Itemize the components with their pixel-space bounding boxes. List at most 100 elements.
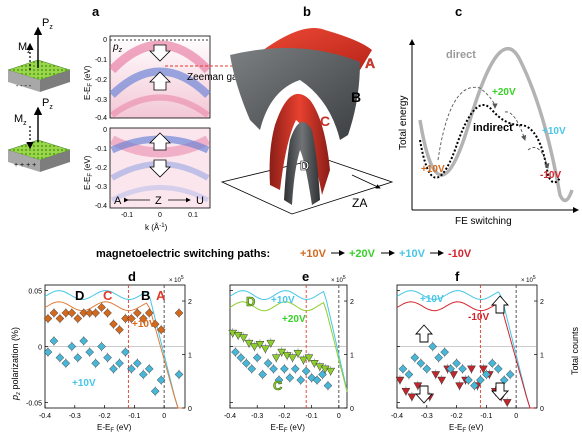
d-label-B: B [141,288,150,303]
x-axis-label: E-EF (eV) [271,423,306,434]
data-point [395,376,405,385]
panel-letter-a: a [92,4,100,19]
data-point [250,343,259,352]
r-tick-label: 2 [188,299,192,306]
data-point [73,314,83,323]
data-point [301,366,311,376]
data-point [247,364,257,374]
data-point [97,303,106,312]
data-point [304,354,314,363]
svg-text:-0.1: -0.1 [95,146,107,153]
count-curve [396,301,537,409]
data-point [174,308,184,318]
data-point [150,319,160,329]
data-point [236,353,246,363]
exponent-label: × 105 [521,275,536,284]
data-point [404,370,414,379]
svg-text:-0.2: -0.2 [95,77,107,84]
data-point [91,358,100,368]
za-axis-label: ZA [352,196,367,210]
data-point [109,364,118,374]
x-tick-label: -0.4 [224,413,236,420]
fe-switching-label: FE switching [455,216,512,227]
data-point [67,308,77,318]
count-curve [396,290,537,409]
data-point [296,375,306,385]
data-point [174,370,184,379]
d-label-A: A [156,288,166,303]
data-point [502,399,512,407]
data-point [505,370,515,379]
data-point [79,308,89,318]
data-point [437,376,447,385]
data-point [416,358,426,368]
pz-label: P [42,17,49,29]
data-point [260,345,270,354]
r-tick-label: 2 [350,299,354,306]
data-point [266,339,276,348]
svg-text:- - - -: - - - - [16,83,32,90]
x-tick-label: 0 [337,413,341,420]
svg-text:-0.1: -0.1 [95,57,107,64]
step-2: +20V [349,248,376,260]
f-spin-arrows [414,295,510,404]
r-tick-label: 1 [540,353,544,360]
indirect-label: indirect [473,122,513,134]
step-3: +10V [399,248,426,260]
data-point [55,314,65,323]
d-label-p10: +10V [132,319,156,330]
direct-label: direct [446,49,476,61]
data-point [440,347,450,357]
c-label-p20: +20V [492,87,516,98]
data-point [274,375,284,385]
data-point [127,314,136,323]
svg-text:Pz: Pz [42,97,53,111]
data-point [91,308,100,318]
svg-text:-0.2: -0.2 [95,165,107,172]
pz-polarization-label: pz polarization (%) [10,327,22,401]
data-point [121,347,130,357]
svg-text:0.1: 0.1 [188,212,198,219]
data-point [109,319,118,329]
step-4: -10V [448,248,472,260]
data-point [103,353,112,363]
svg-text:E-EF (eV): E-EF (eV) [83,65,94,100]
panel-c-energy: direct indirect +10V +20V +10V -10V Tota… [398,39,579,227]
c-label-m10: -10V [540,170,561,181]
data-point [252,353,262,363]
path-label-a: A [114,195,122,207]
y-tick-label: 0 [38,345,42,352]
data-point [458,364,467,374]
count-curve [229,301,348,392]
data-point [449,371,459,379]
data-point [97,342,106,351]
r-tick-label: 0 [350,406,354,413]
data-point [115,358,124,368]
x-axis-label: E-EF (eV) [449,423,484,434]
data-point [255,341,265,349]
device-bottom: + + + + Mz Pz [7,97,71,172]
svg-text:-0.3: -0.3 [95,184,107,191]
data-point [431,371,441,379]
svg-text:Mz: Mz [14,113,27,127]
data-point [61,358,71,368]
x-tick-label: -0.1 [306,413,318,420]
data-point [85,308,95,318]
switching-paths-row: magnetoelectric switching paths: +10V +2… [96,248,472,260]
data-point [452,358,461,368]
data-point [401,387,411,396]
data-point [61,308,71,318]
data-point [271,354,281,363]
x-tick-label: 0 [514,413,518,420]
data-point [150,386,160,396]
data-point [467,365,476,374]
f-label-m10: -10V [468,312,489,323]
data-point [258,370,268,379]
panel-f-plot: 2 1 0 -0.4 -0.3 -0.2 -0.1 0 × 105 E-EF (eV) [391,275,544,434]
panel-e-plot: 2 1 0 -0.4 -0.3 -0.2 -0.1 0 × 105 E-EF (eV) [224,275,354,434]
data-point [455,382,464,391]
x-tick-label: -0.1 [480,413,492,420]
data-point [290,364,300,374]
x-tick-label: -0.3 [421,413,433,420]
data-point [446,364,455,374]
